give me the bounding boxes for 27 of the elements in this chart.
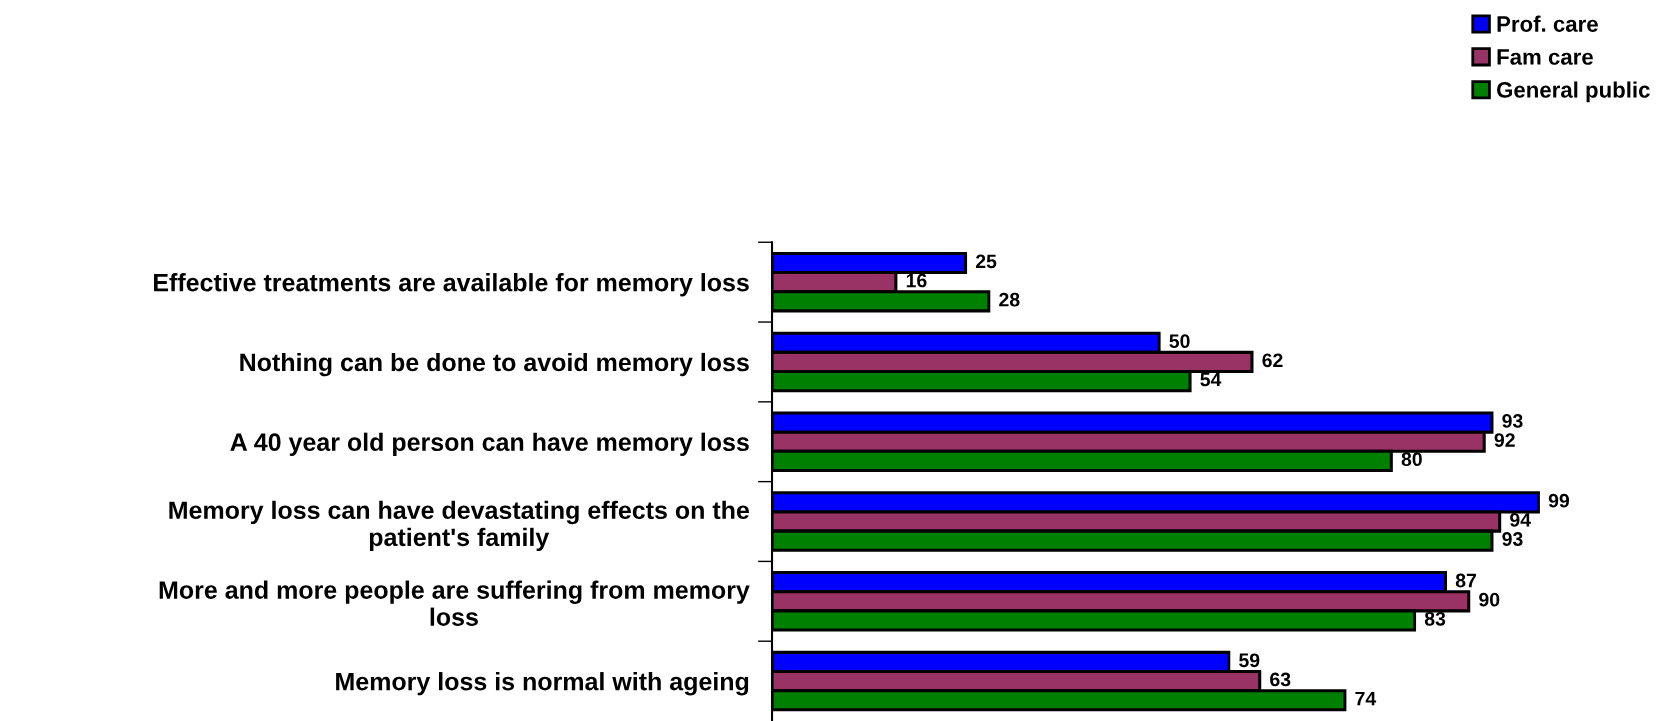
y-tick-label: Nothing can be done to avoid memory loss [240,352,749,377]
data-label: 59 [1239,653,1260,668]
y-tick-label: Memory loss can have devastating effects on the patient's family [169,500,749,552]
data-label: 28 [999,292,1020,307]
legend-label: Fam care [1497,49,1593,65]
data-label: 90 [1479,592,1500,607]
data-label: 83 [1424,611,1446,626]
legend-label: General public [1497,81,1650,103]
data-label: 54 [1200,372,1222,387]
data-label: 74 [1355,691,1377,706]
y-tick-label: A 40 year old person can have memory loss [230,432,749,456]
data-label: 63 [1270,672,1291,687]
data-label: 62 [1262,353,1283,368]
data-label: 93 [1502,414,1523,428]
data-label: 25 [975,254,997,269]
data-label: 16 [906,273,927,288]
data-label: 94 [1510,512,1531,527]
data-label: 80 [1401,452,1422,467]
y-tick-label: More and more people are suffering from memory loss [159,580,750,626]
data-label: 93 [1502,532,1523,546]
data-label: 99 [1548,493,1570,508]
legend-label: Prof. care [1497,15,1598,32]
data-label: 92 [1494,433,1515,447]
data-label: 50 [1169,334,1190,349]
y-tick-label: Memory loss is normal with ageing [336,672,749,696]
data-label: 87 [1455,573,1476,588]
y-tick-label: Effective treatments are available for memory loss [154,273,749,297]
